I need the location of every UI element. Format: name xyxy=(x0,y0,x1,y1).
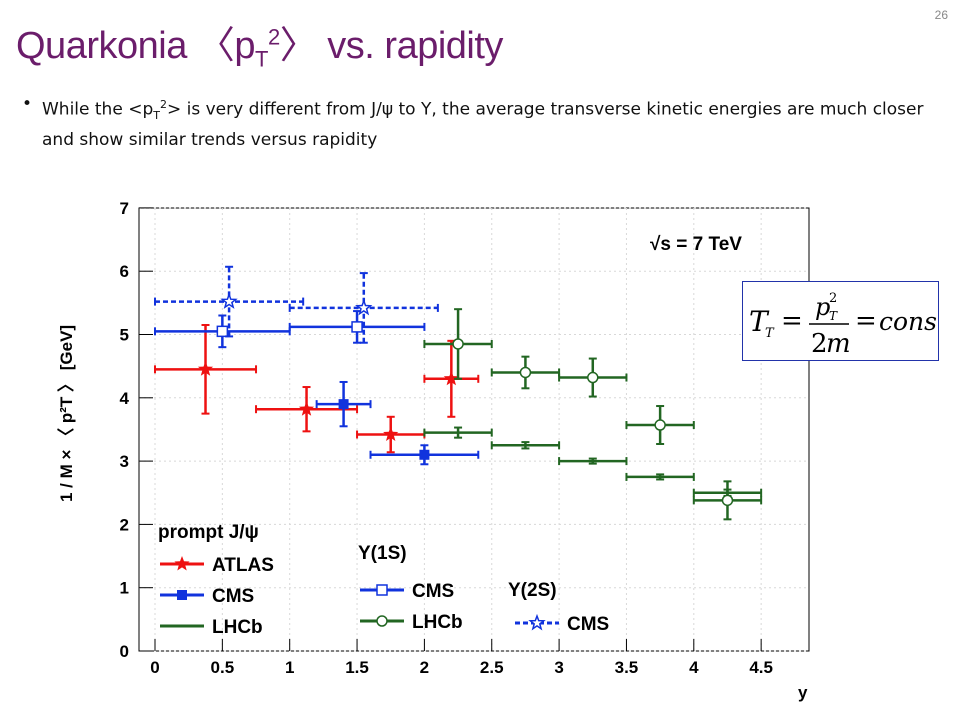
title-bracket-open: 〈p xyxy=(196,25,256,67)
y-tick-label: 7 xyxy=(120,199,129,218)
x-tick-label: 3.5 xyxy=(615,658,639,677)
legend-header-upsilon2s: Υ(2S) xyxy=(508,580,557,601)
formula-box: T T = p T 2 2 m = const. xyxy=(742,281,955,361)
y-tick-label: 3 xyxy=(120,452,129,471)
svg-text:T: T xyxy=(749,305,770,338)
legend-entry-1: CMS xyxy=(160,586,254,607)
data-point xyxy=(338,399,349,410)
slide-title: Quarkonia 〈pT2〉 vs. rapidity xyxy=(16,14,503,73)
bullet-text: While the <pT2> is very different from J… xyxy=(22,92,932,153)
data-point xyxy=(383,426,399,441)
x-tick-label: 0.5 xyxy=(211,658,235,677)
legend-entry-4: LHCb xyxy=(360,612,463,633)
data-point xyxy=(654,419,666,431)
x-tick-label: 3 xyxy=(554,658,563,677)
x-tick-label: 1.5 xyxy=(345,658,369,677)
plot-frame xyxy=(138,207,810,652)
legend-label: CMS xyxy=(212,586,254,607)
y-tick-label: 2 xyxy=(120,515,129,534)
series-0 xyxy=(154,324,480,454)
series-2 xyxy=(423,426,763,497)
svg-text:=: = xyxy=(855,306,877,336)
svg-text:p: p xyxy=(815,293,830,321)
x-tick-label: 2 xyxy=(420,658,429,677)
data-point xyxy=(197,361,214,376)
legend-marker xyxy=(376,615,388,627)
x-tick-label: 2.5 xyxy=(480,658,504,677)
series-4 xyxy=(423,308,763,521)
svg-text:T: T xyxy=(829,309,838,323)
y-tick-label: 0 xyxy=(120,642,129,661)
series-5 xyxy=(154,265,439,344)
bullet-point: • While the <pT2> is very different from … xyxy=(22,92,932,153)
bullet-text-a: While the <p xyxy=(42,99,154,120)
data-point xyxy=(519,366,532,379)
data-point xyxy=(419,449,430,460)
svg-text:2: 2 xyxy=(811,329,828,359)
legend-label: ATLAS xyxy=(212,555,274,576)
bullet-dot-icon: • xyxy=(22,94,33,114)
svg-text:2: 2 xyxy=(829,291,837,306)
data-point xyxy=(298,401,315,416)
title-tail: vs. rapidity xyxy=(317,25,503,67)
x-tick-label: 4 xyxy=(689,658,699,677)
y-tick-label: 4 xyxy=(120,389,130,408)
svg-text:=: = xyxy=(781,306,803,336)
svg-text:m: m xyxy=(826,329,851,359)
title-subscript: T xyxy=(255,46,268,72)
x-tick-label: 4.5 xyxy=(749,658,773,677)
data-point xyxy=(351,321,363,333)
legend-entry-0: ATLAS xyxy=(160,555,274,576)
legend-header-upsilon1s: Υ(1S) xyxy=(358,543,407,564)
legend-entry-5: CMS xyxy=(515,613,609,635)
bullet-superscript: 2 xyxy=(159,98,167,111)
legend-label: LHCb xyxy=(212,617,263,638)
title-main: Quarkonia xyxy=(16,25,187,67)
series-1 xyxy=(315,380,480,466)
slide-number: 26 xyxy=(934,8,948,22)
legend-label: LHCb xyxy=(412,612,463,633)
x-axis-label: y xyxy=(798,683,808,702)
bullet-text-b: > is very different from J/ψ to Υ, the a… xyxy=(42,99,924,151)
legend-label: CMS xyxy=(567,614,609,635)
data-point xyxy=(355,298,373,316)
data-point xyxy=(216,325,229,338)
data-point xyxy=(587,371,599,384)
title-superscript: 2 xyxy=(267,24,280,50)
data-point xyxy=(452,338,464,350)
y-tick-label: 5 xyxy=(120,326,129,345)
annotation-label: √s = 7 TeV xyxy=(650,234,742,255)
y-tick-label: 1 xyxy=(120,579,129,598)
legend-marker xyxy=(177,590,187,600)
legend-marker xyxy=(528,613,546,631)
legend-label: CMS xyxy=(412,581,454,602)
x-tick-label: 1 xyxy=(285,658,294,677)
formula-graphic: T T = p T 2 2 m = const. xyxy=(749,291,955,359)
legend-marker xyxy=(376,584,388,596)
legend-header-jpsi: prompt J/ψ xyxy=(158,522,259,543)
bullet-subscript: T xyxy=(153,109,160,123)
data-point xyxy=(220,292,238,309)
series-3 xyxy=(154,310,426,349)
data-point xyxy=(721,494,734,507)
legend-entry-2: LHCb xyxy=(160,617,263,638)
svg-text:const.: const. xyxy=(879,307,938,336)
legend-marker xyxy=(174,556,190,571)
svg-text:T: T xyxy=(765,326,775,341)
y-tick-label: 6 xyxy=(120,262,129,281)
x-tick-label: 0 xyxy=(150,658,159,677)
legend-entry-3: CMS xyxy=(360,581,454,602)
y-axis-label: 1 / M × 〈 p²T 〉 [GeV] xyxy=(56,325,76,502)
data-point xyxy=(443,370,459,386)
title-bracket-close: 〉 xyxy=(279,25,318,67)
